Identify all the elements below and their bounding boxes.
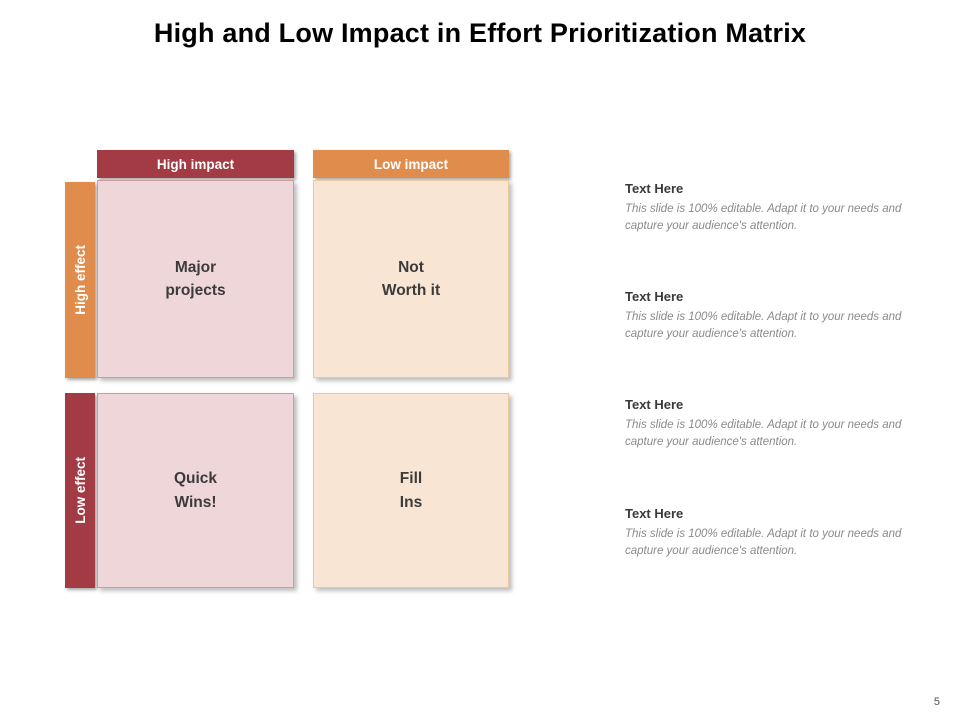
- column-header-high-impact-label: High impact: [156, 156, 235, 172]
- note-body: This slide is 100% editable. Adapt it to…: [625, 419, 902, 448]
- quadrant-text-line: Quick: [173, 470, 218, 488]
- page-title: High and Low Impact in Effort Prioritiza…: [153, 18, 807, 48]
- note-block-1: Text Here This slide is 100% editable. A…: [625, 181, 903, 234]
- quadrant-major-projects: Major projects: [97, 180, 294, 378]
- quadrant-text-line: Fill: [399, 470, 423, 488]
- row-label-low-effect-text: Low effect: [72, 457, 88, 524]
- quadrant-text-line: Ins: [399, 493, 423, 511]
- quadrant-major-projects-label: Major projects: [165, 256, 225, 303]
- column-header-high-impact: High impact: [97, 150, 294, 178]
- quadrant-text-line: Not: [398, 258, 424, 276]
- note-block-4: Text Here This slide is 100% editable. A…: [625, 506, 903, 559]
- quadrant-not-worth-it: Not Worth it: [313, 180, 509, 378]
- quadrant-text-line: Major: [174, 258, 217, 276]
- quadrant-not-worth-it-label: Not Worth it: [382, 256, 440, 303]
- note-heading: Text Here: [625, 506, 684, 521]
- page-number: 5: [933, 696, 940, 708]
- column-header-low-impact-label: Low impact: [373, 156, 449, 172]
- note-body: This slide is 100% editable. Adapt it to…: [625, 203, 902, 232]
- row-label-high-effect: High effect: [65, 182, 95, 378]
- note-body: This slide is 100% editable. Adapt it to…: [625, 528, 902, 557]
- column-header-low-impact: Low impact: [313, 150, 509, 178]
- quadrant-text-line: projects: [165, 282, 226, 299]
- note-heading: Text Here: [625, 289, 684, 304]
- note-body: This slide is 100% editable. Adapt it to…: [625, 311, 902, 340]
- quadrant-quick-wins: Quick Wins!: [97, 393, 294, 588]
- row-label-high-effect-text: High effect: [72, 245, 88, 315]
- quadrant-text-line: Wins!: [174, 493, 217, 511]
- quadrant-fill-ins-label: Fill Ins: [400, 467, 422, 514]
- note-heading: Text Here: [625, 181, 684, 196]
- quadrant-text-line: Worth it: [381, 282, 441, 299]
- quadrant-fill-ins: Fill Ins: [313, 393, 509, 588]
- quadrant-quick-wins-label: Quick Wins!: [174, 467, 217, 514]
- note-heading: Text Here: [625, 397, 684, 412]
- note-block-3: Text Here This slide is 100% editable. A…: [625, 397, 903, 450]
- note-block-2: Text Here This slide is 100% editable. A…: [625, 289, 903, 342]
- row-label-low-effect: Low effect: [65, 393, 95, 588]
